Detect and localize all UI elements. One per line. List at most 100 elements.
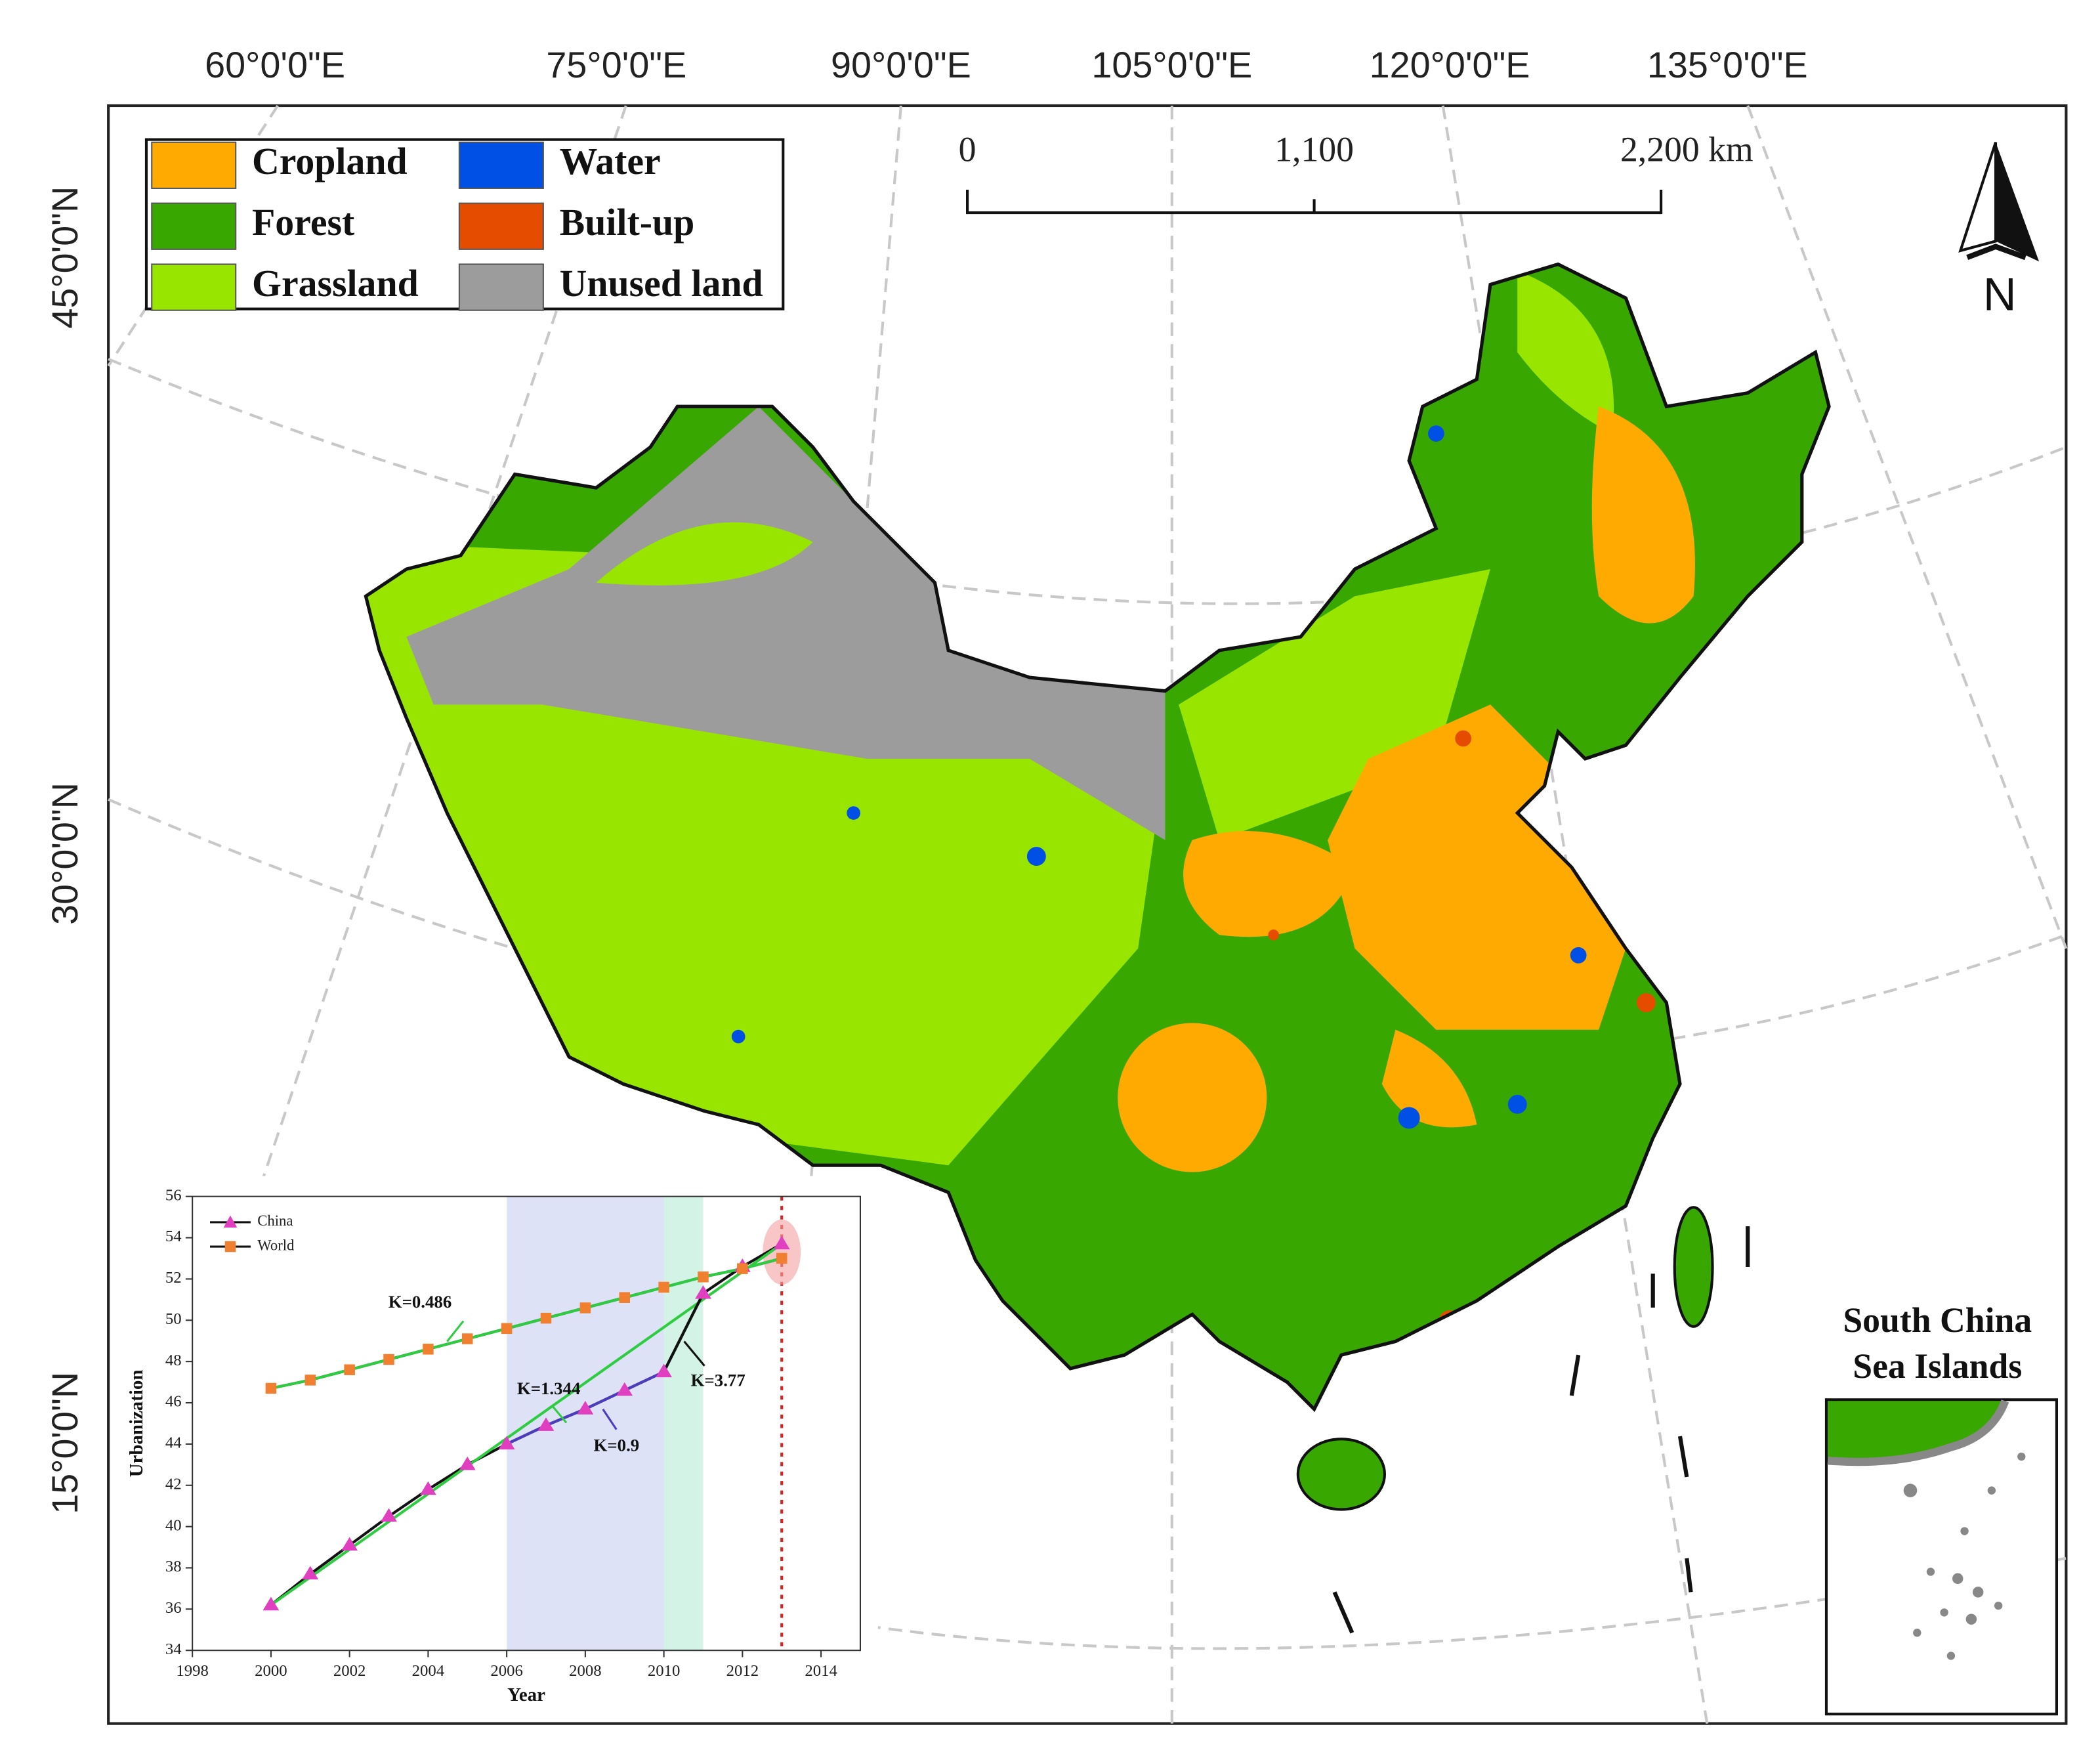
unused-area <box>406 406 1166 840</box>
china-point <box>498 1436 515 1450</box>
x-tick-label: 2002 <box>333 1662 366 1680</box>
x-tick-label: 1998 <box>176 1662 209 1680</box>
world-point <box>265 1382 277 1394</box>
x-tick-label: 2000 <box>255 1662 287 1680</box>
legend-swatch <box>151 202 237 250</box>
legend-swatch <box>151 263 237 311</box>
china-point <box>302 1566 319 1580</box>
world-point <box>698 1271 709 1283</box>
scale-line <box>966 189 1663 215</box>
annotation: K=1.344 <box>517 1378 581 1398</box>
parallel <box>867 1556 2067 1650</box>
highlight-span <box>507 1196 664 1651</box>
x-tick-label: 2008 <box>569 1662 602 1680</box>
cropland-area <box>1381 1029 1477 1128</box>
longitude-label: 120°0'0"E <box>1370 45 1530 85</box>
arrow-base <box>1966 244 2026 261</box>
water-body <box>1398 1107 1420 1129</box>
legend-swatch <box>151 141 237 189</box>
grassland-area <box>1517 270 1614 434</box>
highlight-span <box>663 1196 704 1651</box>
world-point <box>737 1263 748 1274</box>
built-up <box>1455 730 1472 747</box>
annotation-arrow <box>602 1408 618 1430</box>
inset-land <box>1828 1401 2006 1461</box>
series-line <box>270 1256 782 1390</box>
annotation-arrow <box>446 1320 465 1342</box>
legend-marker <box>223 1215 238 1228</box>
grassland-area <box>1179 568 1490 840</box>
world-point <box>462 1333 473 1344</box>
parallel <box>108 798 2067 1071</box>
longitude-label: 90°0'0"E <box>831 45 971 85</box>
china-point <box>381 1508 397 1522</box>
y-tick-label: 46 <box>165 1393 182 1411</box>
legend-label: World <box>257 1237 295 1253</box>
y-tick-label: 38 <box>165 1558 182 1575</box>
china-point <box>341 1537 358 1551</box>
north-label: N <box>1983 268 2017 320</box>
world-point <box>776 1252 788 1264</box>
annotation: K=0.486 <box>388 1292 452 1312</box>
x-tick-label: 2004 <box>412 1662 445 1680</box>
china-point <box>262 1596 280 1611</box>
y-tick-label: 52 <box>165 1269 182 1287</box>
legend-swatch <box>458 141 544 189</box>
inset-map <box>1824 1398 2058 1716</box>
y-tick-label: 54 <box>165 1228 182 1245</box>
trend-line <box>662 1293 705 1373</box>
cropland-area <box>1591 406 1695 624</box>
plot-frame <box>192 1195 861 1652</box>
longitude-label: 135°0'0"E <box>1647 45 1808 85</box>
y-tick-label: 56 <box>165 1186 182 1204</box>
legend-label: Built-up <box>560 201 695 244</box>
water-body <box>1570 947 1587 964</box>
y-tick-label: 36 <box>165 1599 182 1617</box>
cropland-area <box>1118 1023 1267 1172</box>
water-body <box>731 1029 746 1044</box>
inset-title: Sea Islands <box>1853 1346 2022 1386</box>
legend-label: Unused land <box>560 262 763 305</box>
legend-items: Cropland Forest Grassland Water Built-up Unus… <box>151 140 763 311</box>
legend: Cropland Forest Grassland Water Built-up Unus… <box>144 138 785 311</box>
china-point <box>459 1456 476 1470</box>
legend-label: China <box>257 1212 293 1229</box>
y-tick-label: 40 <box>165 1516 182 1534</box>
built-up <box>1268 929 1279 941</box>
annotation: K=0.9 <box>594 1436 640 1455</box>
x-tick-label: 2014 <box>805 1662 837 1680</box>
china-point <box>577 1401 594 1415</box>
y-tick-label: 34 <box>165 1640 182 1658</box>
longitude-label: 60°0'0"E <box>205 45 345 85</box>
world-point <box>304 1375 316 1386</box>
world-point <box>501 1323 513 1335</box>
scale-label: 1,100 <box>1274 130 1354 169</box>
x-axis-title: Year <box>507 1684 545 1705</box>
china-point <box>773 1235 790 1250</box>
cropland-area <box>1183 831 1355 937</box>
china-point <box>537 1417 555 1431</box>
scale-label: 2,200 km <box>1620 130 1754 169</box>
world-point <box>579 1302 591 1314</box>
legend-label: Cropland <box>252 140 408 182</box>
china-point <box>616 1382 633 1396</box>
china-point <box>420 1481 436 1495</box>
legend-marker <box>224 1241 236 1252</box>
legend-label: Forest <box>252 201 354 244</box>
y-tick-label: 44 <box>165 1434 182 1452</box>
annotation-arrow <box>552 1405 568 1424</box>
built-up <box>1636 993 1656 1012</box>
y-tick-label: 50 <box>165 1310 182 1328</box>
trend-line <box>545 1407 586 1427</box>
x-tick-label: 2006 <box>490 1662 523 1680</box>
nine-dash-line <box>1332 1226 1750 1634</box>
world-point <box>344 1364 355 1375</box>
legend-label: Grassland <box>252 262 419 305</box>
longitude-label: 105°0'0"E <box>1091 45 1252 85</box>
y-axis-title: Urbanization <box>126 1370 147 1478</box>
world-point <box>383 1354 394 1365</box>
water-body <box>1428 425 1444 442</box>
annotation-arrow <box>683 1340 705 1367</box>
latitude-label: 30°0'0"N <box>45 782 85 925</box>
